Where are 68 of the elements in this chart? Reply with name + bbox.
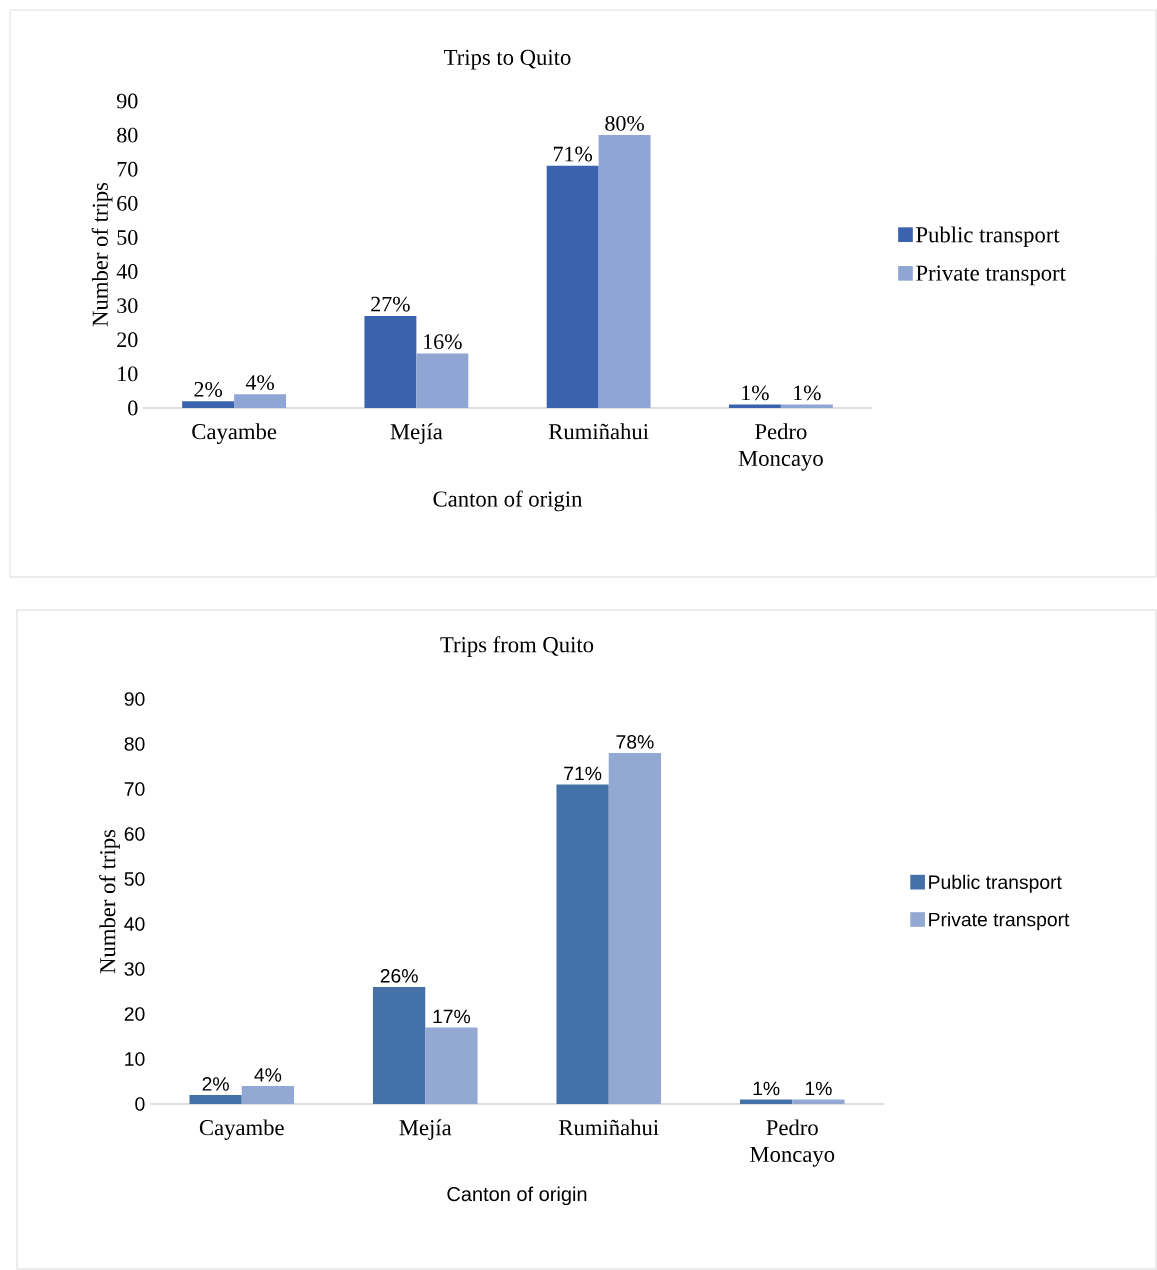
x-tick-label: Rumiñahui <box>548 423 649 440</box>
x-tick-label: Mejía <box>390 423 443 444</box>
chart-title: Trips from Quito <box>440 636 594 657</box>
y-tick-label: 0 <box>135 1097 145 1111</box>
bar <box>608 753 662 1104</box>
y-tick-label: 20 <box>117 332 138 348</box>
y-axis-title: Number of trips <box>99 829 120 974</box>
y-tick-label: 50 <box>124 872 145 886</box>
y-tick-label: 90 <box>124 692 145 706</box>
x-tick-label: Cayambe <box>199 1119 284 1140</box>
y-tick-label: 60 <box>124 827 145 841</box>
bar <box>241 1086 295 1104</box>
x-axis-title: Canton of origin <box>433 490 583 512</box>
y-tick-label: 70 <box>124 782 145 796</box>
y-tick-label: 10 <box>125 1052 145 1066</box>
data-label: 27% <box>371 296 410 312</box>
y-tick-label: 10 <box>118 366 138 382</box>
bar <box>556 784 609 1104</box>
data-label: 1% <box>753 1081 780 1096</box>
x-tick-label: Mejía <box>399 1119 452 1140</box>
data-label: 2% <box>194 381 223 397</box>
bar <box>425 1027 478 1104</box>
bar <box>182 401 235 408</box>
data-label: 80% <box>605 115 644 131</box>
bar <box>364 315 417 408</box>
data-label: 1% <box>794 385 821 401</box>
bar <box>372 987 426 1104</box>
legend-label: Private transport <box>916 265 1066 286</box>
data-label: 2% <box>202 1077 229 1091</box>
x-tick-label: Cayambe <box>192 423 277 444</box>
bar <box>739 1099 793 1104</box>
y-tick-label: 50 <box>117 230 138 245</box>
y-tick-label: 70 <box>117 161 138 177</box>
y-tick-label: 30 <box>117 298 138 314</box>
data-label: 1% <box>742 385 769 401</box>
data-label: 16% <box>424 334 462 350</box>
data-label: 78% <box>616 735 654 749</box>
y-tick-label: 0 <box>128 400 138 416</box>
y-tick-label: 80 <box>117 127 138 143</box>
y-axis-title: Number of trips <box>91 182 113 327</box>
y-tick-label: 90 <box>117 93 138 109</box>
data-label: 17% <box>433 1009 471 1024</box>
bar <box>598 135 651 408</box>
x-axis-title: Canton of origin <box>447 1186 587 1206</box>
y-tick-label: 60 <box>117 195 138 211</box>
data-label: 26% <box>380 969 418 983</box>
legend-label: Public transport <box>916 226 1060 248</box>
x-tick-label: Pedro Moncayo <box>750 1119 835 1167</box>
data-label: 71% <box>564 766 602 781</box>
bar <box>416 353 469 408</box>
bar <box>792 1099 845 1104</box>
y-tick-label: 40 <box>124 917 145 931</box>
y-tick-label: 20 <box>124 1007 145 1021</box>
x-tick-label: Rumiñahui <box>559 1119 659 1136</box>
data-label: 4% <box>254 1068 282 1082</box>
data-label: 4% <box>245 375 274 391</box>
legend-label: Private transport <box>929 912 1070 931</box>
bar <box>546 165 599 408</box>
legend-label: Public transport <box>929 874 1062 893</box>
y-tick-label: 80 <box>124 737 145 751</box>
bar <box>234 394 287 408</box>
y-tick-label: 30 <box>124 962 145 976</box>
data-label: 1% <box>805 1081 832 1096</box>
x-tick-label: Pedro Moncayo <box>738 423 823 471</box>
y-tick-label: 40 <box>116 264 138 279</box>
chart-title: Trips to Quito <box>444 49 571 70</box>
bar <box>189 1095 242 1104</box>
data-label: 71% <box>553 146 593 162</box>
